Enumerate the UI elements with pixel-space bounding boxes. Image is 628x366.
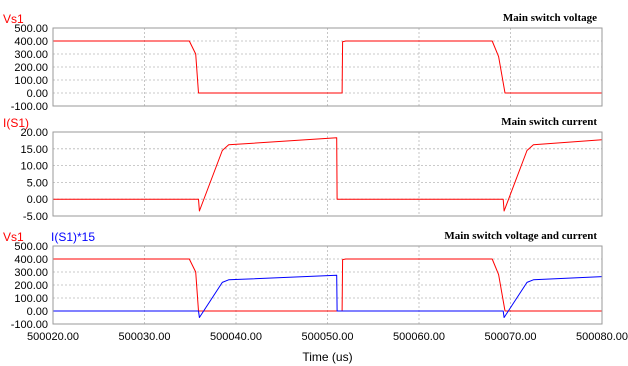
series-line [53,40,602,94]
grid-layer [53,28,602,324]
y-tick-label: -5.00 [23,211,48,223]
x-tick-label: 500080.00 [576,331,628,343]
legend-entry: I(S1) [3,116,29,130]
frame-layer [52,27,603,325]
x-tick-label: 500060.00 [393,331,445,343]
y-tick-label: -100.00 [11,101,48,113]
y-tick-label: -100.00 [11,319,48,331]
legend-entry: Vs1 [3,12,24,26]
y-tick-label: 100.00 [14,293,48,305]
y-tick-label: 0.00 [27,306,48,318]
y-tick-label: 0.00 [27,194,48,206]
x-tick-label: 500040.00 [210,331,262,343]
y-tick-label: 10.00 [20,161,48,173]
y-tick-label: 200.00 [14,62,48,74]
x-tick-label: 500030.00 [119,331,171,343]
panel-title: Main switch voltage [503,12,597,24]
plot-area-3 [53,246,602,324]
panel-title: Main switch current [501,116,597,128]
y-tick-label: 400.00 [14,36,48,48]
y-tick-label: 200.00 [14,280,48,292]
y-tick-label: 15.00 [20,144,48,156]
y-tick-label: 400.00 [14,254,48,266]
series-layer [53,40,603,318]
series-line [53,258,602,312]
x-axis-label: Time (us) [302,350,352,364]
plot-area-1 [53,28,602,106]
legend-entry: I(S1)*15 [51,230,95,244]
plot-frame-1 [52,27,603,107]
y-tick-label: 100.00 [14,75,48,87]
x-tick-label: 500070.00 [485,331,537,343]
y-tick-label: 500.00 [14,23,48,35]
x-tick-label: 500020.00 [27,331,79,343]
y-tick-label: 20.00 [20,127,48,139]
y-tick-label: 300.00 [14,49,48,61]
panel-title: Main switch voltage and current [444,230,597,242]
text-layer: 500.00400.00300.00200.00100.000.00-100.0… [3,12,628,364]
legend-entry: Vs1 [3,230,24,244]
x-tick-label: 500050.00 [302,331,354,343]
y-tick-label: 5.00 [27,177,48,189]
y-tick-label: 300.00 [14,267,48,279]
plot-frame-3 [52,245,603,325]
plot-frame-2 [52,131,603,217]
series-line [53,274,603,318]
y-tick-label: 0.00 [27,88,48,100]
series-line [53,137,603,212]
y-tick-label: 500.00 [14,241,48,253]
